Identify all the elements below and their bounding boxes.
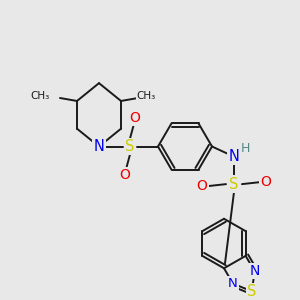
Text: S: S bbox=[229, 177, 239, 192]
Text: N: N bbox=[229, 149, 239, 164]
Text: CH₃: CH₃ bbox=[31, 91, 50, 101]
Text: S: S bbox=[125, 139, 135, 154]
Text: O: O bbox=[261, 175, 272, 189]
Text: CH₃: CH₃ bbox=[136, 91, 156, 101]
Text: N: N bbox=[94, 139, 104, 154]
Text: N: N bbox=[250, 264, 260, 278]
Text: O: O bbox=[120, 168, 130, 182]
Text: H: H bbox=[240, 142, 250, 155]
Text: S: S bbox=[247, 284, 256, 299]
Text: O: O bbox=[196, 179, 207, 193]
Text: O: O bbox=[130, 111, 140, 125]
Text: N: N bbox=[228, 277, 238, 290]
